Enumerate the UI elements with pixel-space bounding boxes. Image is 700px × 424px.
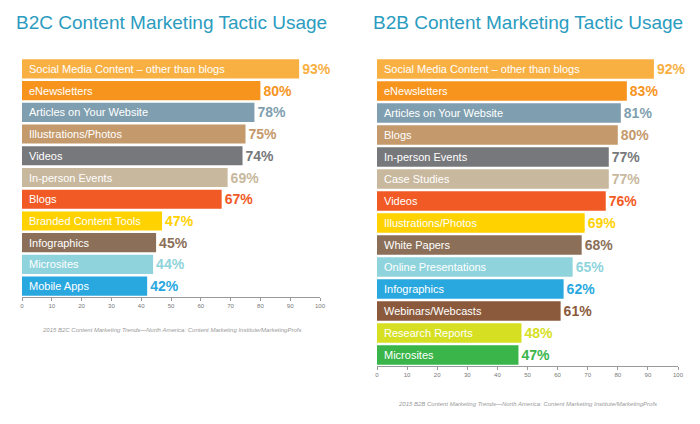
svg-text:Illustrations/Photos: Illustrations/Photos (384, 217, 477, 229)
svg-text:0: 0 (20, 303, 24, 309)
svg-text:45%: 45% (159, 235, 188, 251)
svg-text:Research Reports: Research Reports (384, 327, 473, 339)
svg-text:Social Media Content – other t: Social Media Content – other than blogs (384, 63, 580, 75)
svg-text:69%: 69% (588, 215, 617, 231)
svg-text:Online Presentations: Online Presentations (384, 261, 487, 273)
svg-text:77%: 77% (612, 171, 641, 187)
svg-text:Illustrations/Photos: Illustrations/Photos (29, 128, 122, 140)
svg-text:47%: 47% (165, 213, 194, 229)
svg-text:2015 B2B Content Marketing Tre: 2015 B2B Content Marketing Trends—North … (398, 401, 657, 407)
svg-text:92%: 92% (657, 61, 686, 77)
svg-text:68%: 68% (585, 237, 614, 253)
svg-text:77%: 77% (612, 149, 641, 165)
svg-text:47%: 47% (521, 347, 550, 363)
svg-text:61%: 61% (564, 303, 593, 319)
svg-text:50: 50 (168, 303, 175, 309)
svg-text:Case Studies: Case Studies (384, 173, 450, 185)
svg-text:44%: 44% (156, 256, 185, 272)
svg-text:Mobile Apps: Mobile Apps (29, 280, 89, 292)
svg-text:78%: 78% (257, 104, 286, 120)
svg-text:90: 90 (645, 372, 652, 378)
svg-text:40: 40 (494, 372, 501, 378)
svg-text:White Papers: White Papers (384, 239, 451, 251)
svg-text:60: 60 (197, 303, 204, 309)
svg-text:76%: 76% (609, 193, 638, 209)
svg-text:80: 80 (257, 303, 264, 309)
svg-text:100: 100 (315, 303, 326, 309)
svg-text:Microsites: Microsites (29, 258, 79, 270)
svg-text:Social Media Content – other t: Social Media Content – other than blogs (29, 63, 225, 75)
svg-text:Videos: Videos (384, 195, 418, 207)
svg-text:65%: 65% (576, 259, 605, 275)
svg-text:83%: 83% (630, 83, 659, 99)
svg-text:eNewsletters: eNewsletters (384, 85, 448, 97)
svg-text:Articles on Your Website: Articles on Your Website (384, 107, 503, 119)
svg-text:40: 40 (138, 303, 145, 309)
svg-text:50: 50 (524, 372, 531, 378)
svg-text:B2B Content Marketing Tactic U: B2B Content Marketing Tactic Usage (373, 12, 683, 33)
svg-text:75%: 75% (249, 126, 278, 142)
svg-text:0: 0 (375, 372, 379, 378)
svg-text:81%: 81% (624, 105, 653, 121)
svg-text:Blogs: Blogs (384, 129, 412, 141)
svg-text:Branded Content Tools: Branded Content Tools (29, 215, 141, 227)
svg-text:74%: 74% (246, 148, 275, 164)
svg-text:In-person Events: In-person Events (29, 172, 113, 184)
svg-text:10: 10 (404, 372, 411, 378)
svg-text:90: 90 (287, 303, 294, 309)
svg-text:Blogs: Blogs (29, 193, 57, 205)
svg-text:67%: 67% (225, 191, 254, 207)
svg-text:2015 B2C Content Marketing Tre: 2015 B2C Content Marketing Trends—North … (42, 327, 301, 333)
svg-text:Microsites: Microsites (384, 349, 434, 361)
svg-text:93%: 93% (302, 61, 331, 77)
svg-text:Videos: Videos (29, 150, 63, 162)
svg-text:42%: 42% (150, 278, 179, 294)
svg-text:62%: 62% (567, 281, 596, 297)
svg-text:70: 70 (584, 372, 591, 378)
svg-text:80: 80 (614, 372, 621, 378)
svg-text:10: 10 (48, 303, 55, 309)
svg-text:69%: 69% (231, 170, 260, 186)
svg-text:100: 100 (673, 372, 684, 378)
svg-text:70: 70 (227, 303, 234, 309)
svg-text:Infographics: Infographics (29, 237, 89, 249)
svg-text:30: 30 (464, 372, 471, 378)
svg-text:20: 20 (434, 372, 441, 378)
svg-text:20: 20 (78, 303, 85, 309)
svg-text:Webinars/Webcasts: Webinars/Webcasts (384, 305, 482, 317)
svg-text:48%: 48% (524, 325, 553, 341)
svg-text:B2C Content Marketing Tactic U: B2C Content Marketing Tactic Usage (16, 12, 327, 33)
svg-text:80%: 80% (263, 83, 292, 99)
svg-text:80%: 80% (621, 127, 650, 143)
svg-text:Articles on Your Website: Articles on Your Website (29, 106, 148, 118)
svg-text:eNewsletters: eNewsletters (29, 85, 93, 97)
svg-text:60: 60 (554, 372, 561, 378)
svg-text:Infographics: Infographics (384, 283, 444, 295)
svg-text:30: 30 (108, 303, 115, 309)
svg-text:In-person Events: In-person Events (384, 151, 468, 163)
